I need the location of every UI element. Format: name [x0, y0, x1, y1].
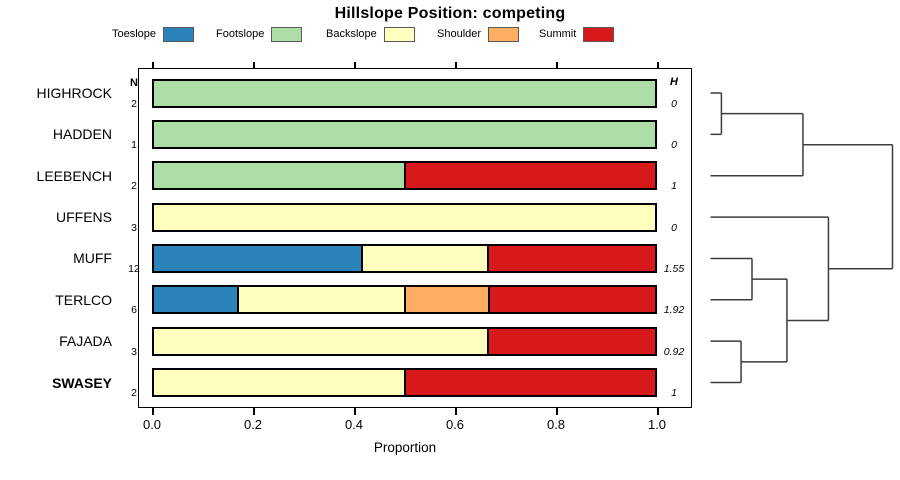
legend-label: Backslope: [326, 28, 377, 40]
bar-segment-summit: [488, 287, 655, 313]
bar-row-fajada: [152, 326, 657, 356]
x-axis-title: Proportion: [373, 440, 437, 455]
legend-entry-shoulder: Shoulder: [437, 26, 520, 42]
legend-entry-footslope: Footslope: [216, 26, 303, 42]
legend-swatch-footslope: [271, 26, 303, 42]
bar-segment-backslope: [236, 287, 404, 313]
legend-entry-summit: Summit: [539, 26, 615, 42]
row-label-hadden: HADDEN: [52, 126, 112, 143]
h-value-hadden: 0: [671, 138, 677, 151]
n-value-swasey: 2: [131, 387, 137, 400]
row-label-swasey: SWASEY: [52, 374, 112, 391]
x-axis-tick-top: [354, 61, 356, 68]
row-label-highrock: HIGHROCK: [36, 85, 112, 101]
legend-swatch-summit: [583, 26, 615, 42]
row-label-terlco: TERLCO: [55, 291, 112, 308]
bar-row-swasey: [152, 368, 657, 398]
legend-entry-backslope: Backslope: [326, 26, 415, 42]
bar-row-hadden: [152, 119, 657, 149]
h-value-fajada: 0.92: [663, 345, 685, 358]
bar-segment-backslope: [154, 370, 404, 396]
bar-row-highrock: [152, 78, 657, 108]
plot-frame: [138, 68, 692, 408]
x-axis-tick-label: 0.0: [142, 417, 162, 432]
bar-segment-shoulder: [403, 287, 489, 313]
n-value-uffens: 3: [131, 221, 137, 234]
bar-row-leebench: [152, 161, 657, 191]
bar-segment-footslope: [154, 163, 404, 189]
legend-label: Footslope: [216, 28, 265, 40]
n-value-leebench: 2: [131, 180, 137, 193]
h-value-swasey: 1: [671, 387, 677, 400]
legend-label: Shoulder: [437, 28, 482, 40]
legend-label: Toeslope: [112, 28, 157, 40]
x-axis-tick-label: 0.6: [445, 417, 465, 432]
h-column-header: H: [670, 76, 678, 88]
legend-swatch-shoulder: [488, 26, 520, 42]
bar-row-muff: [152, 243, 657, 273]
bar-segment-footslope: [154, 80, 655, 106]
bar-segment-footslope: [154, 121, 655, 147]
h-value-uffens: 0: [671, 221, 677, 234]
x-axis-tick-label: 0.8: [546, 417, 566, 432]
bar-segment-backslope: [154, 204, 655, 230]
row-label-fajada: FAJADA: [59, 333, 112, 350]
x-axis-tick-bottom: [455, 408, 457, 415]
bar-segment-toeslope: [154, 287, 237, 313]
n-value-hadden: 1: [131, 138, 137, 151]
n-column-header: N: [130, 77, 138, 89]
h-value-leebench: 1: [671, 180, 677, 193]
row-label-leebench: LEEBENCH: [36, 167, 112, 184]
row-label-muff: MUFF: [73, 250, 112, 267]
x-axis-tick-label: 1.0: [647, 417, 667, 432]
bar-segment-summit: [403, 370, 655, 396]
x-axis-tick-bottom: [253, 408, 255, 415]
x-axis-tick-bottom: [657, 408, 659, 415]
x-axis-tick-label: 0.4: [344, 417, 364, 432]
bar-row-uffens: [152, 202, 657, 232]
bar-segment-summit: [487, 245, 655, 271]
bar-segment-backslope: [154, 328, 487, 354]
n-value-fajada: 3: [131, 345, 137, 358]
bar-segment-toeslope: [154, 245, 362, 271]
x-axis-tick-top: [253, 61, 255, 68]
x-axis-tick-bottom: [354, 408, 356, 415]
legend-swatch-toeslope: [163, 26, 195, 42]
bar-segment-summit: [403, 163, 655, 189]
n-value-highrock: 2: [131, 97, 137, 110]
x-axis-tick-label: 0.2: [243, 417, 263, 432]
n-value-muff: 12: [128, 262, 140, 275]
n-value-terlco: 6: [131, 304, 137, 317]
h-value-highrock: 0: [671, 97, 677, 110]
legend-swatch-backslope: [383, 26, 415, 42]
x-axis-tick-top: [455, 61, 457, 68]
bar-segment-summit: [486, 328, 655, 354]
h-value-terlco: 1.92: [663, 304, 685, 317]
h-value-muff: 1.55: [663, 262, 685, 275]
x-axis-tick-bottom: [152, 408, 154, 415]
x-axis-tick-top: [556, 61, 558, 68]
bar-segment-backslope: [361, 245, 488, 271]
x-axis-tick-top: [657, 61, 659, 68]
legend-entry-toeslope: Toeslope: [112, 26, 195, 42]
bar-row-terlco: [152, 285, 657, 315]
row-label-uffens: UFFENS: [56, 209, 112, 226]
x-axis-tick-bottom: [556, 408, 558, 415]
legend-label: Summit: [539, 28, 577, 40]
chart-title: Hillslope Position: competing: [334, 5, 566, 22]
x-axis-tick-top: [152, 61, 154, 68]
